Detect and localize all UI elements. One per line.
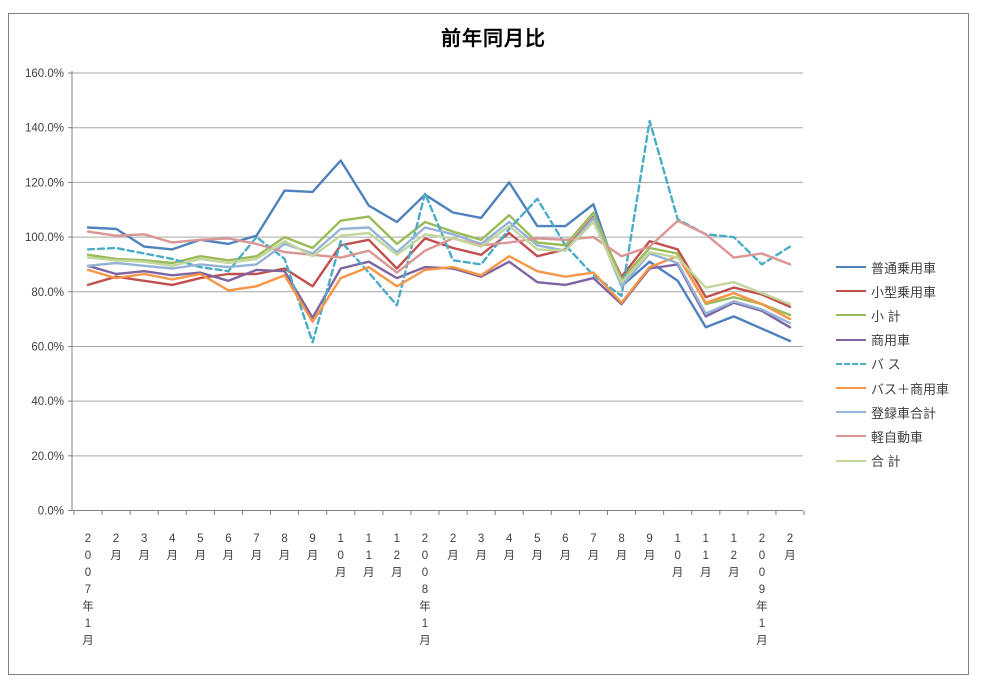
series-line-バ ス: [86, 119, 792, 344]
legend-label: 合 計: [871, 454, 901, 470]
y-axis-label: 100.0%: [25, 232, 64, 244]
legend-item: バ ス: [836, 352, 949, 376]
chart-frame: [8, 13, 969, 675]
legend-item: 小型乗用車: [836, 279, 949, 303]
legend-label: 小型乗用車: [871, 284, 937, 300]
legend-line-swatch-icon: [836, 387, 866, 390]
legend-line-swatch-icon: [836, 314, 866, 317]
legend-label: 登録車合計: [871, 405, 937, 421]
legend-line-swatch-icon: [836, 362, 866, 365]
series-line-普通乗用車: [86, 159, 792, 343]
legend-line-swatch-icon: [836, 411, 866, 414]
series-line-軽自動車: [86, 219, 792, 274]
legend-label: 商用車: [871, 333, 911, 349]
legend-item: 軽自動車: [836, 424, 949, 448]
legend-label: バス＋商用車: [871, 381, 950, 397]
legend-line-swatch-icon: [836, 266, 866, 269]
series-line-バス＋商用車: [86, 255, 792, 323]
legend-label: 小 計: [871, 308, 901, 324]
legend-line-swatch-icon: [836, 435, 866, 438]
legend-item: 登録車合計: [836, 400, 949, 424]
legend-label: バ ス: [871, 357, 901, 373]
y-axis-label: 120.0%: [25, 177, 64, 189]
legend-line-swatch-icon: [836, 290, 866, 293]
legend-item: 小 計: [836, 303, 949, 327]
legend-item: 合 計: [836, 449, 949, 473]
legend-item: 商用車: [836, 328, 949, 352]
y-axis-label: 40.0%: [31, 396, 64, 408]
series-line-登録車合計: [86, 216, 792, 325]
legend-item: バス＋商用車: [836, 376, 949, 400]
y-axis-label: 20.0%: [31, 451, 64, 463]
legend-label: 普通乗用車: [871, 260, 937, 276]
y-axis-label: 80.0%: [31, 287, 64, 299]
y-axis-label: 160.0%: [25, 68, 64, 80]
y-axis-label: 0.0%: [38, 506, 64, 518]
legend-item: 普通乗用車: [836, 255, 949, 279]
series-line-合 計: [86, 220, 792, 306]
y-axis-label: 60.0%: [31, 341, 64, 353]
legend-line-swatch-icon: [836, 338, 866, 341]
chart-title: 前年同月比: [441, 28, 546, 50]
legend: 普通乗用車小型乗用車小 計商用車バ スバス＋商用車 登録車合計軽自動車合 計: [836, 255, 949, 473]
legend-label: 軽自動車: [871, 429, 924, 445]
y-axis-label: 140.0%: [25, 123, 64, 135]
legend-line-swatch-icon: [836, 459, 866, 462]
